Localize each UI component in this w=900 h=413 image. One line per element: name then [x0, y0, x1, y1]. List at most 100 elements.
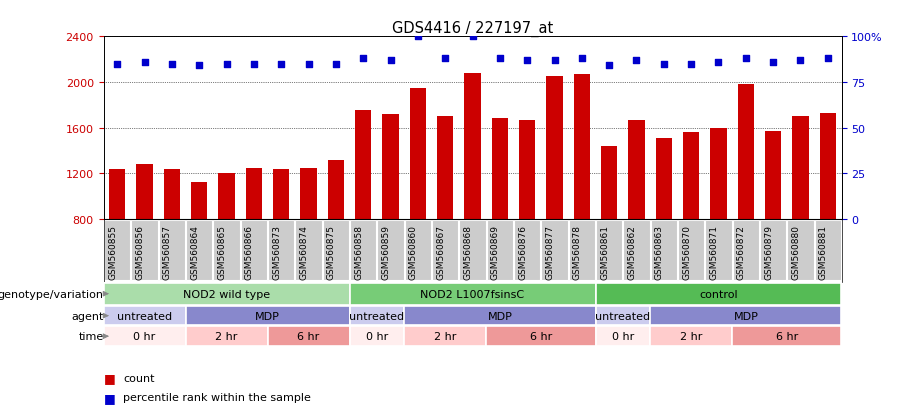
Point	[192, 63, 206, 70]
Point	[302, 61, 316, 68]
FancyBboxPatch shape	[185, 327, 267, 346]
Text: 0 hr: 0 hr	[365, 331, 388, 342]
FancyBboxPatch shape	[459, 221, 486, 281]
Text: MDP: MDP	[734, 311, 759, 321]
FancyBboxPatch shape	[733, 327, 842, 346]
FancyBboxPatch shape	[377, 221, 403, 281]
Text: time: time	[78, 331, 104, 342]
FancyBboxPatch shape	[706, 221, 732, 281]
FancyBboxPatch shape	[760, 221, 787, 281]
FancyBboxPatch shape	[432, 221, 458, 281]
Text: GSM560872: GSM560872	[737, 224, 746, 279]
Point	[711, 59, 725, 66]
Text: GSM560874: GSM560874	[300, 224, 309, 279]
Point	[821, 56, 835, 62]
Text: GSM560859: GSM560859	[382, 224, 391, 279]
Text: GSM560868: GSM560868	[464, 224, 472, 279]
Text: GSM560867: GSM560867	[436, 224, 446, 279]
Title: GDS4416 / 227197_at: GDS4416 / 227197_at	[392, 21, 554, 37]
FancyBboxPatch shape	[323, 221, 349, 281]
Text: GSM560875: GSM560875	[327, 224, 336, 279]
Point	[274, 61, 288, 68]
Text: GSM560873: GSM560873	[272, 224, 281, 279]
Point	[684, 61, 698, 68]
Bar	[573, 75, 590, 219]
FancyBboxPatch shape	[733, 221, 759, 281]
Text: GSM560858: GSM560858	[355, 224, 364, 279]
Point	[492, 56, 507, 62]
FancyBboxPatch shape	[185, 307, 349, 325]
Point	[383, 57, 398, 64]
Bar	[683, 133, 699, 219]
FancyBboxPatch shape	[596, 327, 650, 346]
Text: GSM560870: GSM560870	[682, 224, 691, 279]
FancyBboxPatch shape	[295, 221, 321, 281]
Point	[165, 61, 179, 68]
FancyBboxPatch shape	[651, 221, 677, 281]
Text: MDP: MDP	[255, 311, 280, 321]
FancyBboxPatch shape	[350, 221, 376, 281]
Text: untreated: untreated	[595, 311, 651, 321]
Text: GSM560871: GSM560871	[709, 224, 718, 279]
FancyBboxPatch shape	[788, 221, 814, 281]
Point	[328, 61, 343, 68]
FancyBboxPatch shape	[650, 327, 733, 346]
Bar	[164, 169, 180, 219]
FancyBboxPatch shape	[596, 221, 622, 281]
FancyBboxPatch shape	[267, 327, 349, 346]
FancyBboxPatch shape	[186, 221, 212, 281]
Bar	[792, 117, 809, 219]
Text: 2 hr: 2 hr	[680, 331, 702, 342]
FancyBboxPatch shape	[104, 327, 185, 346]
Bar	[191, 183, 207, 219]
Text: GSM560863: GSM560863	[655, 224, 664, 279]
Bar	[820, 114, 836, 219]
Text: GSM560861: GSM560861	[600, 224, 609, 279]
Point	[739, 56, 753, 62]
FancyBboxPatch shape	[131, 221, 158, 281]
Text: GSM560869: GSM560869	[491, 224, 500, 279]
Text: GSM560862: GSM560862	[627, 224, 636, 279]
Text: untreated: untreated	[117, 311, 172, 321]
FancyBboxPatch shape	[487, 221, 513, 281]
Point	[110, 61, 124, 68]
Bar	[219, 174, 235, 219]
Text: GSM560860: GSM560860	[409, 224, 418, 279]
Bar	[628, 120, 644, 219]
Bar	[464, 74, 481, 219]
Text: 6 hr: 6 hr	[530, 331, 552, 342]
FancyBboxPatch shape	[542, 221, 568, 281]
FancyBboxPatch shape	[349, 327, 404, 346]
Text: NOD2 wild type: NOD2 wild type	[183, 289, 270, 299]
Bar	[382, 114, 399, 219]
Bar	[601, 147, 617, 219]
FancyBboxPatch shape	[349, 283, 596, 305]
FancyBboxPatch shape	[404, 307, 596, 325]
FancyBboxPatch shape	[104, 307, 185, 325]
FancyBboxPatch shape	[678, 221, 705, 281]
Text: GSM560881: GSM560881	[819, 224, 828, 279]
FancyBboxPatch shape	[596, 283, 842, 305]
Text: GSM560856: GSM560856	[136, 224, 145, 279]
Text: ■: ■	[104, 371, 119, 385]
Bar	[765, 132, 781, 219]
Text: GSM560857: GSM560857	[163, 224, 172, 279]
FancyBboxPatch shape	[158, 221, 185, 281]
Text: GSM560880: GSM560880	[791, 224, 800, 279]
Text: MDP: MDP	[488, 311, 512, 321]
FancyBboxPatch shape	[349, 307, 404, 325]
Point	[520, 57, 535, 64]
Point	[793, 57, 807, 64]
FancyBboxPatch shape	[240, 221, 267, 281]
Text: untreated: untreated	[349, 311, 404, 321]
Point	[438, 56, 453, 62]
Bar	[491, 119, 508, 219]
Text: GSM560878: GSM560878	[572, 224, 581, 279]
Bar	[273, 169, 290, 219]
Bar	[355, 111, 372, 219]
Point	[220, 61, 234, 68]
FancyBboxPatch shape	[213, 221, 239, 281]
Text: 2 hr: 2 hr	[434, 331, 456, 342]
FancyBboxPatch shape	[104, 221, 130, 281]
FancyBboxPatch shape	[404, 327, 486, 346]
